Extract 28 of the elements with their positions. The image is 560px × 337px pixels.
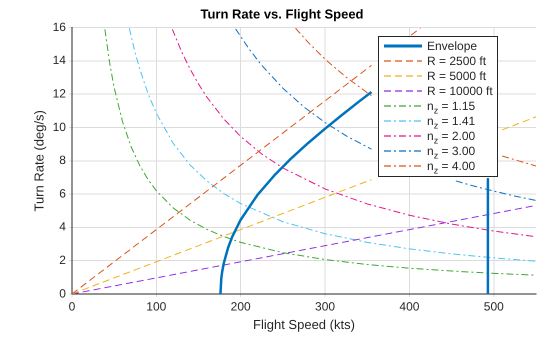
- x-tick-label: 100: [146, 300, 167, 314]
- legend-label: n$_{z}$ = 4.00: [427, 158, 476, 176]
- x-tick-label: 500: [484, 300, 504, 314]
- y-tick-label: 12: [52, 86, 66, 101]
- y-tick-label: 0: [59, 286, 66, 300]
- y-axis-title: Turn Rate (deg/s): [31, 110, 46, 212]
- legend-label: n$_{z}$ = 1.15: [427, 98, 476, 116]
- x-tick-label: 400: [399, 300, 420, 314]
- y-tick-label: 6: [59, 186, 66, 200]
- x-tick-label: 300: [315, 300, 336, 314]
- x-tick-label: 200: [230, 300, 252, 314]
- y-tick-label: 16: [52, 20, 66, 34]
- legend-label: R = 2500 ft: [427, 52, 486, 70]
- line-series: [172, 28, 536, 238]
- x-tick-label: 0: [68, 300, 76, 314]
- legend-label: n$_{z}$ = 2.00: [427, 128, 476, 146]
- legend-label: n$_{z}$ = 1.41: [427, 114, 476, 130]
- y-tick-label: 2: [59, 253, 66, 268]
- legend-label: R = 5000 ft: [427, 68, 486, 84]
- legend-label: n$_{z}$ = 3.00: [427, 144, 476, 160]
- chart-title: Turn Rate vs. Flight Speed: [200, 6, 364, 22]
- y-tick-label: 10: [52, 120, 66, 134]
- legend-label: R = 10000 ft: [427, 82, 493, 100]
- x-axis-title: Flight Speed (kts): [253, 316, 355, 332]
- y-tick-label: 4: [59, 220, 66, 234]
- y-tick-label: 14: [52, 53, 66, 68]
- legend-label: Envelope: [427, 38, 478, 54]
- y-tick-label: 8: [59, 153, 66, 168]
